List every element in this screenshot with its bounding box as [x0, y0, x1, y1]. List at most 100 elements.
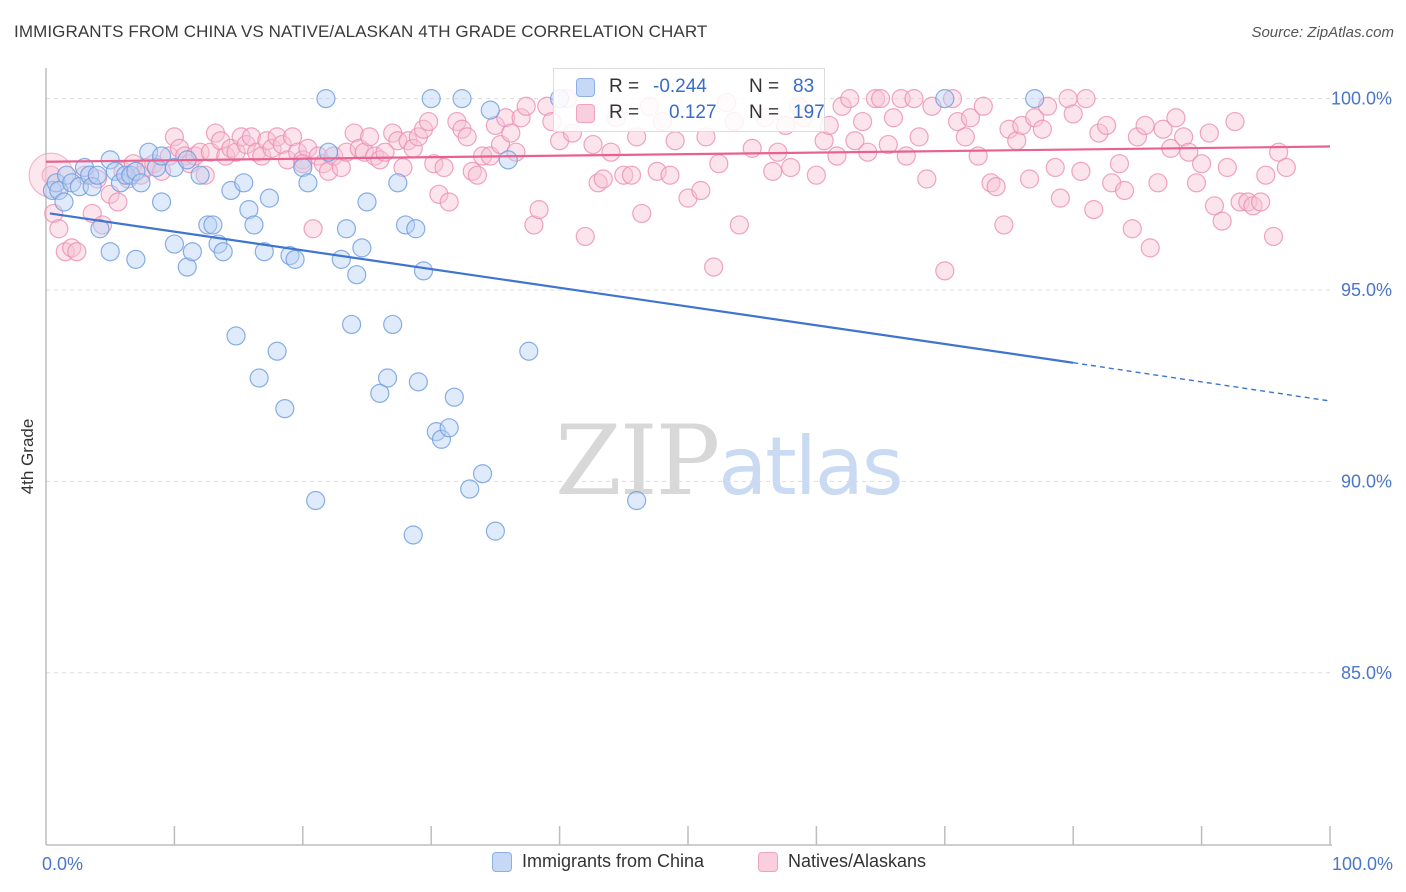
data-point [252, 146, 272, 166]
legend-item-natives[interactable]: Natives/Alaskans [758, 851, 926, 872]
data-point [121, 165, 141, 185]
watermark-atlas: atlas [718, 420, 903, 513]
data-point [1263, 226, 1284, 247]
data-point [981, 173, 1001, 193]
data-point [832, 96, 852, 116]
data-point [973, 96, 993, 116]
data-point [519, 341, 539, 361]
data-point [853, 111, 873, 132]
data-point [67, 242, 87, 262]
data-point [249, 368, 269, 388]
data-point [614, 165, 634, 185]
data-point [942, 89, 963, 109]
data-point [234, 173, 254, 193]
trend-line-china-extension [1073, 362, 1331, 402]
data-point [840, 89, 860, 109]
data-point [960, 108, 981, 128]
data-point [845, 131, 865, 151]
data-point [354, 142, 375, 162]
data-point [182, 242, 202, 262]
r-value: 0.127 [669, 102, 717, 123]
stats-swatch-china [576, 77, 595, 97]
data-point [318, 142, 339, 162]
data-point [1174, 127, 1194, 147]
data-point [164, 127, 184, 147]
x-tick-label-start: 0.0% [42, 854, 83, 874]
source-credit: Source: ZipAtlas.com [1251, 24, 1394, 41]
data-point [660, 165, 680, 185]
data-point [1096, 115, 1117, 136]
data-point [1204, 196, 1225, 216]
r-label: R = [609, 76, 640, 97]
data-point [496, 108, 516, 128]
data-point [1225, 111, 1245, 132]
data-point [275, 399, 295, 419]
data-point [267, 341, 287, 361]
data-point [986, 177, 1006, 197]
data-point [1109, 154, 1130, 174]
data-point [123, 154, 143, 174]
data-point [948, 111, 968, 132]
data-point [1127, 127, 1148, 147]
data-point [462, 161, 482, 181]
data-point [254, 242, 274, 262]
data-point [359, 127, 380, 147]
data-point [1063, 104, 1083, 124]
data-point [583, 134, 603, 155]
legend-label-natives: Natives/Alaskans [788, 851, 927, 871]
data-point [1191, 154, 1212, 174]
data-point [316, 89, 336, 109]
data-point [211, 131, 231, 151]
data-point [365, 146, 385, 166]
data-point [1153, 119, 1173, 139]
data-point [213, 242, 233, 262]
data-point [878, 134, 898, 155]
data-point [82, 177, 102, 197]
trend-line-china [49, 212, 1074, 364]
data-point [341, 314, 362, 335]
data-point [403, 525, 423, 545]
data-point [575, 226, 595, 247]
data-point [1076, 89, 1096, 109]
data-point [524, 215, 544, 235]
data-point [239, 200, 259, 220]
data-point [1212, 211, 1232, 231]
x-tick-label-end: 100.0% [1332, 854, 1393, 874]
r-value: -0.244 [653, 76, 707, 97]
data-point [108, 192, 128, 212]
data-point [1148, 173, 1168, 193]
n-value: 197 [793, 102, 825, 123]
data-point [131, 173, 151, 193]
data-point [1276, 157, 1296, 178]
data-point [241, 127, 262, 147]
data-point [151, 161, 172, 181]
data-point [298, 173, 318, 193]
data-point [955, 127, 975, 147]
data-point [480, 100, 500, 120]
r-label: R = [609, 102, 640, 123]
data-point [1140, 238, 1160, 258]
data-point [994, 215, 1014, 235]
stats-legend: R = -0.244 N = 83 R = 0.127 N = 197 [553, 68, 825, 132]
data-point [54, 192, 74, 212]
data-point [1032, 119, 1052, 139]
data-point [195, 165, 215, 185]
data-point [259, 188, 280, 208]
y-tick-label: 95.0% [1341, 280, 1392, 300]
data-point [272, 134, 292, 155]
data-point [1050, 188, 1070, 208]
data-point [1084, 200, 1104, 220]
data-point [601, 142, 621, 162]
data-point [511, 108, 531, 128]
data-point [344, 123, 364, 143]
data-point [1025, 108, 1045, 128]
data-point [439, 418, 459, 438]
data-point [298, 138, 318, 158]
data-point [347, 265, 367, 285]
data-point [408, 372, 428, 392]
data-point [370, 383, 390, 403]
trend-line-natives [45, 145, 1331, 163]
data-point [177, 257, 197, 277]
legend-item-china[interactable]: Immigrants from China [492, 851, 704, 872]
data-point [460, 479, 480, 499]
